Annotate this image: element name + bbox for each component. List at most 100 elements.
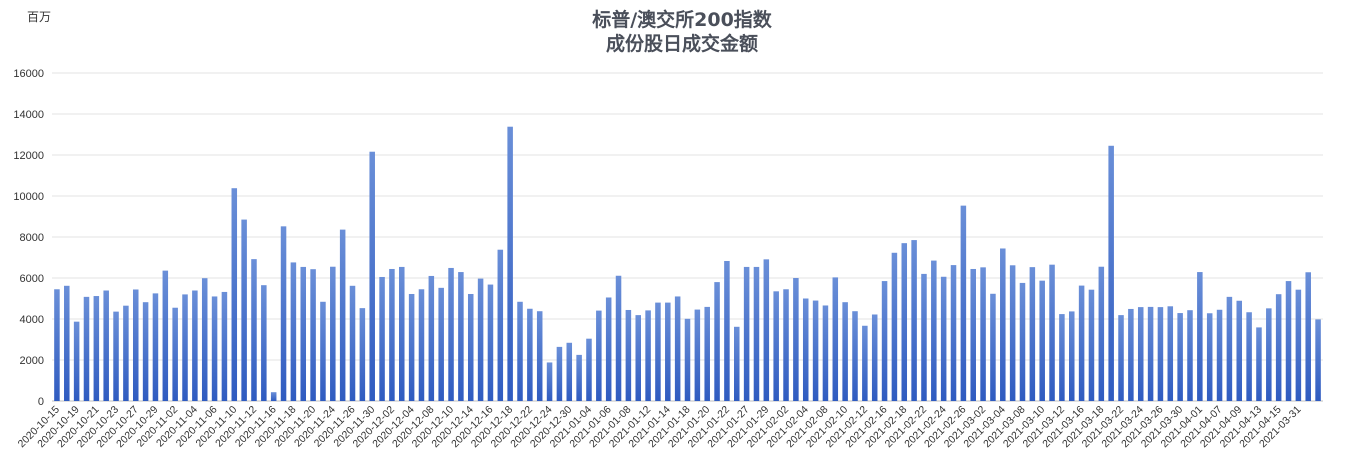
bar — [1167, 306, 1174, 401]
bar — [714, 282, 720, 401]
bar — [152, 293, 159, 402]
bar — [586, 338, 592, 401]
bar — [1256, 327, 1262, 401]
bar — [339, 229, 346, 401]
bar — [290, 262, 297, 401]
bar — [1285, 281, 1292, 401]
bar — [940, 276, 947, 401]
bar — [625, 309, 632, 401]
bar — [970, 268, 976, 401]
bar — [832, 277, 839, 401]
bar — [1226, 296, 1233, 401]
bar — [862, 325, 868, 401]
bar — [123, 305, 129, 401]
bar — [182, 294, 188, 401]
bar — [704, 306, 710, 401]
bar — [1059, 314, 1065, 401]
bar — [477, 278, 484, 401]
bar — [931, 260, 937, 401]
y-tick-label: 16000 — [13, 68, 44, 80]
bar — [438, 287, 444, 401]
bar — [270, 392, 277, 401]
bar — [497, 249, 504, 401]
bar — [743, 266, 750, 401]
bar — [1147, 306, 1154, 401]
bar — [359, 308, 366, 401]
bar — [852, 311, 858, 401]
bar — [1206, 313, 1213, 401]
bar — [1019, 282, 1026, 401]
bar — [517, 301, 523, 401]
bar — [162, 270, 169, 401]
bar — [487, 284, 494, 401]
bar — [724, 260, 730, 401]
bar — [812, 300, 819, 401]
y-tick-label: 2000 — [20, 355, 44, 367]
bar — [1246, 312, 1252, 401]
bar — [1266, 308, 1272, 401]
bar — [763, 259, 770, 401]
bar — [635, 315, 641, 401]
bar — [1078, 285, 1085, 401]
bar — [399, 266, 405, 401]
bar — [320, 301, 326, 401]
bar — [103, 290, 109, 401]
bar — [83, 296, 90, 401]
bar — [891, 252, 898, 401]
bar — [1177, 313, 1183, 401]
bar — [1275, 294, 1282, 401]
bar — [1049, 264, 1055, 401]
chart-title-line-1: 标普/澳交所200指数 — [592, 8, 773, 31]
bar — [950, 265, 957, 401]
bar — [1197, 272, 1203, 401]
bar — [773, 291, 779, 401]
bar — [1216, 309, 1223, 401]
bar — [1236, 300, 1243, 401]
bar — [280, 226, 287, 401]
bar — [192, 290, 198, 401]
bar — [132, 289, 139, 401]
bar — [369, 151, 375, 401]
y-tick-label: 12000 — [13, 150, 44, 162]
bar — [655, 302, 661, 401]
bar — [211, 296, 218, 401]
bar — [911, 240, 917, 401]
bar — [694, 309, 701, 401]
bar — [458, 272, 464, 401]
y-tick-label: 4000 — [20, 314, 44, 326]
bar — [1295, 289, 1302, 401]
bar — [842, 302, 848, 401]
bar — [1137, 307, 1144, 401]
bar — [980, 267, 986, 401]
bar — [1118, 315, 1124, 401]
bar — [645, 310, 651, 401]
bar — [546, 362, 553, 401]
bar — [428, 275, 435, 401]
bar — [1098, 266, 1105, 401]
bar — [615, 275, 622, 401]
chart-title-line-2: 成份股日成交金额 — [606, 32, 758, 55]
y-axis: 0 2000 4000 6000 8000 10000 12000 14000 16000 — [13, 68, 44, 408]
bar — [1039, 280, 1045, 401]
bar — [1088, 289, 1095, 401]
bar — [1128, 308, 1134, 401]
bars — [54, 126, 1321, 402]
bar — [64, 285, 70, 401]
bar — [349, 285, 356, 401]
bar — [389, 268, 395, 401]
bar — [566, 342, 573, 401]
bar — [783, 289, 789, 401]
bar — [960, 205, 967, 401]
bar — [241, 219, 247, 401]
bar — [536, 311, 543, 401]
bar — [753, 266, 760, 401]
bar — [990, 293, 996, 401]
bar — [1305, 272, 1311, 401]
bar — [605, 297, 612, 401]
bar — [665, 302, 671, 401]
bar — [1009, 265, 1016, 401]
bar — [221, 291, 228, 401]
bar — [379, 276, 385, 401]
y-tick-label: 6000 — [20, 273, 44, 285]
